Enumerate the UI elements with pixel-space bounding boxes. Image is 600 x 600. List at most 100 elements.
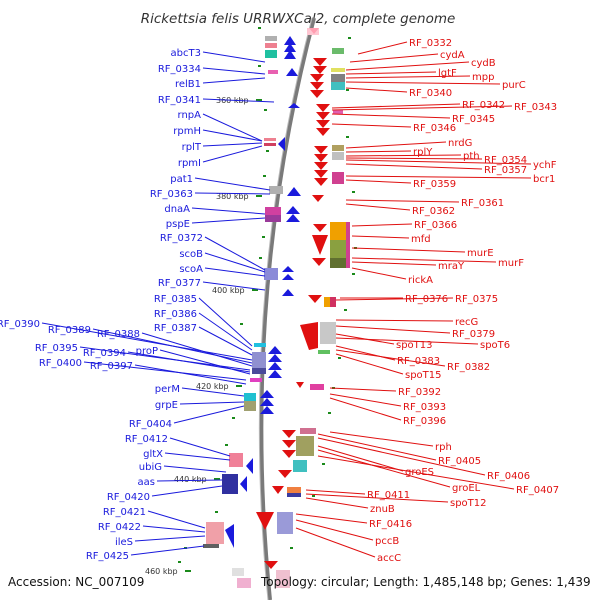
forward-arrow: [284, 43, 296, 52]
gene-label-right: pth: [463, 151, 480, 162]
gene-leader-right: [305, 497, 369, 509]
reverse-arrow: [264, 561, 278, 569]
gene-leader-left: [134, 535, 206, 542]
gene-label-right: znuB: [370, 504, 395, 515]
gene-leader-left: [142, 525, 206, 533]
gene-label-right: RF_0366: [414, 220, 457, 231]
gene-label-right: RF_0393: [403, 402, 446, 413]
forward-arrow: [286, 214, 300, 222]
gene-leader-left: [202, 77, 266, 84]
gene-label-right: RF_0405: [438, 456, 481, 467]
feature-block: [269, 186, 283, 194]
gene-label-left: RF_0341: [158, 95, 201, 106]
gene-leader-right: [345, 150, 412, 153]
gene-leader-right: [317, 455, 515, 490]
gene-label-left: RF_0425: [86, 551, 129, 562]
gene-label-right: RF_0342: [462, 100, 505, 111]
feature-block: [287, 487, 301, 493]
gene-leader-left: [173, 405, 245, 424]
gene-label-right: rph: [435, 442, 452, 453]
gene-leader-left: [202, 142, 263, 147]
reverse-arrow: [316, 112, 330, 120]
gene-leader-right: [351, 267, 407, 280]
gene-label-right: purC: [502, 80, 526, 91]
reverse-strand-features: [256, 48, 350, 588]
feature-block: [331, 74, 345, 82]
feature-block: [346, 222, 350, 268]
gene-leader-right: [351, 257, 497, 263]
reverse-arrow: [316, 104, 330, 112]
gene-label-left: RF_0389: [48, 325, 91, 336]
reverse-arrow: [308, 295, 322, 303]
feature-block: [265, 50, 277, 58]
gene-leader-right: [345, 159, 532, 165]
gene-leader-right: [331, 113, 451, 119]
reverse-arrow: [312, 258, 326, 266]
gene-leader-right: [317, 449, 451, 488]
gene-label-right: nrdG: [448, 138, 472, 149]
gene-label-left: scoB: [179, 249, 203, 260]
gene-label-left: grpE: [155, 400, 178, 411]
forward-arrow: [246, 458, 253, 474]
feature-block: [300, 428, 316, 434]
gene-label-right: RF_0407: [516, 485, 559, 496]
gene-label-left: RF_0385: [154, 294, 197, 305]
scale-tick-label: 400 kbp: [212, 286, 245, 295]
gene-label-left: RF_0377: [158, 278, 201, 289]
gene-leader-right: [345, 154, 462, 157]
gene-leader-right: [335, 353, 404, 375]
gene-label-left: scoA: [179, 264, 203, 275]
reverse-arrow: [313, 66, 327, 74]
gene-label-left: aas: [138, 477, 155, 488]
forward-arrow: [260, 398, 274, 406]
forward-arrow: [225, 524, 234, 548]
feature-block: [320, 322, 336, 344]
gene-leader-right: [345, 87, 408, 93]
feature-block: [252, 368, 266, 374]
feature-block: [276, 570, 290, 588]
gene-label-left: RF_0404: [129, 419, 172, 430]
gene-leader-left: [179, 401, 245, 405]
forward-arrow: [268, 346, 282, 354]
forward-arrow: [286, 206, 300, 214]
gene-leader-left: [83, 361, 247, 381]
reverse-arrow: [314, 170, 328, 178]
feature-arrow-top: [309, 28, 319, 34]
left-gene-labels: abcT3 RF_0334 relB1 RF_0341 rnpA rpmH rplT rpmI…: [0, 48, 275, 562]
feature-block: [318, 350, 330, 354]
gene-label-right: RF_0343: [514, 102, 557, 113]
gene-label-left: rnpA: [178, 110, 202, 121]
gene-leader-left: [202, 113, 263, 142]
gene-label-right: RF_0396: [403, 416, 446, 427]
forward-strand-features: [203, 36, 301, 588]
gene-leader-right: [329, 397, 402, 421]
reverse-arrow: [313, 224, 327, 232]
gene-label-left: pspE: [166, 219, 190, 230]
reverse-arrow: [310, 90, 324, 98]
feature-block: [330, 240, 346, 258]
gene-leader-right: [345, 75, 471, 79]
scale-tick-label: 440 kbp: [174, 475, 207, 484]
gene-leader-right: [295, 513, 368, 524]
feature-block: [244, 401, 256, 411]
feature-block: [264, 268, 278, 280]
gene-label-left: RF_0420: [107, 492, 150, 503]
gene-label-right: bcr1: [533, 174, 555, 185]
gene-label-right: RF_0340: [409, 88, 452, 99]
reverse-arrow: [312, 195, 324, 202]
accession-text: Accession: NC_007109: [8, 575, 144, 589]
forward-arrow: [260, 406, 274, 414]
gene-label-left: RF_0387: [154, 323, 197, 334]
feature-block: [268, 70, 278, 74]
gene-leader-left: [202, 67, 266, 75]
gene-label-right: RF_0345: [452, 114, 495, 125]
gene-label-right: rplY: [413, 147, 433, 158]
gene-label-right: rickA: [408, 275, 433, 286]
gene-label-right: RF_0361: [461, 198, 504, 209]
gene-leader-right: [345, 157, 483, 160]
gene-leader-left: [194, 177, 271, 191]
forward-arrow: [268, 354, 282, 362]
reverse-arrow: [300, 322, 318, 350]
